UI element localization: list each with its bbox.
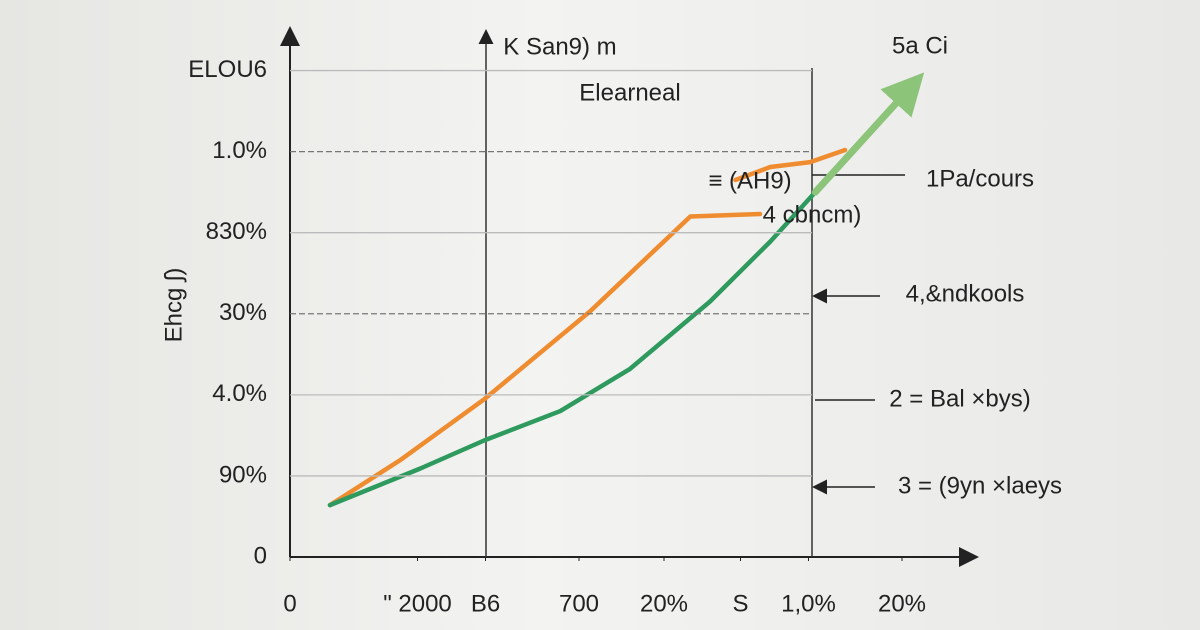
y-axis-title: Ehcg ʃ) bbox=[160, 268, 187, 343]
y-tick-label: 4.0% bbox=[212, 380, 267, 407]
x-tick-label: 0 bbox=[283, 590, 296, 617]
y-tick-label: 0 bbox=[254, 542, 267, 569]
annotation: 2 = Bal ×bys) bbox=[889, 385, 1030, 412]
y-tick-label: 830% bbox=[206, 218, 267, 245]
y-tick-label: 30% bbox=[219, 299, 267, 326]
chart-subtitle: Elearneal bbox=[579, 79, 680, 106]
x-tick-label: 20% bbox=[878, 590, 926, 617]
y-tick-label: ELOU6 bbox=[188, 56, 267, 83]
annotation: 1Pa/cours bbox=[926, 165, 1034, 192]
y-tick-label: 1.0% bbox=[212, 137, 267, 164]
annotation: ≡ (AH9) bbox=[708, 167, 791, 194]
annotation: 3 = (9yn ×laeys bbox=[898, 472, 1062, 499]
y-tick-label: 90% bbox=[219, 461, 267, 488]
plot bbox=[327, 72, 925, 508]
series-line bbox=[327, 189, 818, 508]
x-tick-label: S bbox=[732, 590, 748, 617]
x-tick-label: 700 bbox=[559, 590, 599, 617]
corner-label: 5a Ci bbox=[892, 32, 948, 59]
x-tick-label: 20% bbox=[640, 590, 688, 617]
x-tick-label: " 2000 bbox=[383, 590, 452, 617]
chart-title: K San9) m bbox=[503, 33, 616, 60]
annotation: 4,&ndkools bbox=[906, 280, 1025, 307]
x-tick-label: B6 bbox=[471, 590, 500, 617]
x-tick-label: 1,0% bbox=[781, 590, 836, 617]
annotation: 4 cbncm) bbox=[763, 201, 862, 228]
series-line bbox=[811, 72, 925, 196]
series-line bbox=[327, 147, 848, 508]
